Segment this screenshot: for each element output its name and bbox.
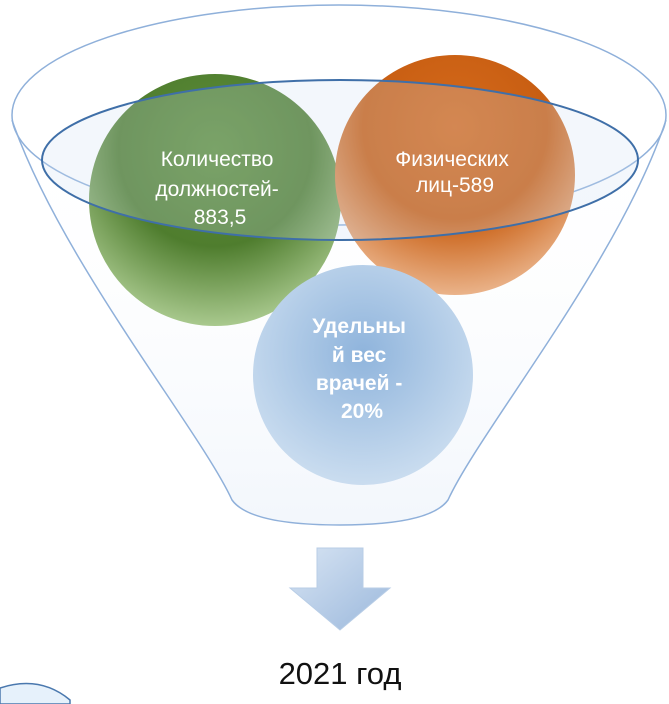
circle-orange: [335, 55, 575, 295]
corner-shape: [0, 682, 71, 704]
down-arrow: [288, 547, 392, 631]
circle-blue: [253, 265, 473, 485]
funnel-rim: [11, 4, 667, 226]
circle-green: [89, 74, 341, 326]
footer-label: 2021 год: [279, 656, 402, 691]
node-label: Физических лиц-589: [395, 148, 514, 197]
funnel-inner-ring: [41, 79, 639, 241]
node-label: Количество должностей- 883,5: [155, 148, 284, 229]
node-label: Удельны й вес врачей - 20%: [312, 315, 411, 423]
